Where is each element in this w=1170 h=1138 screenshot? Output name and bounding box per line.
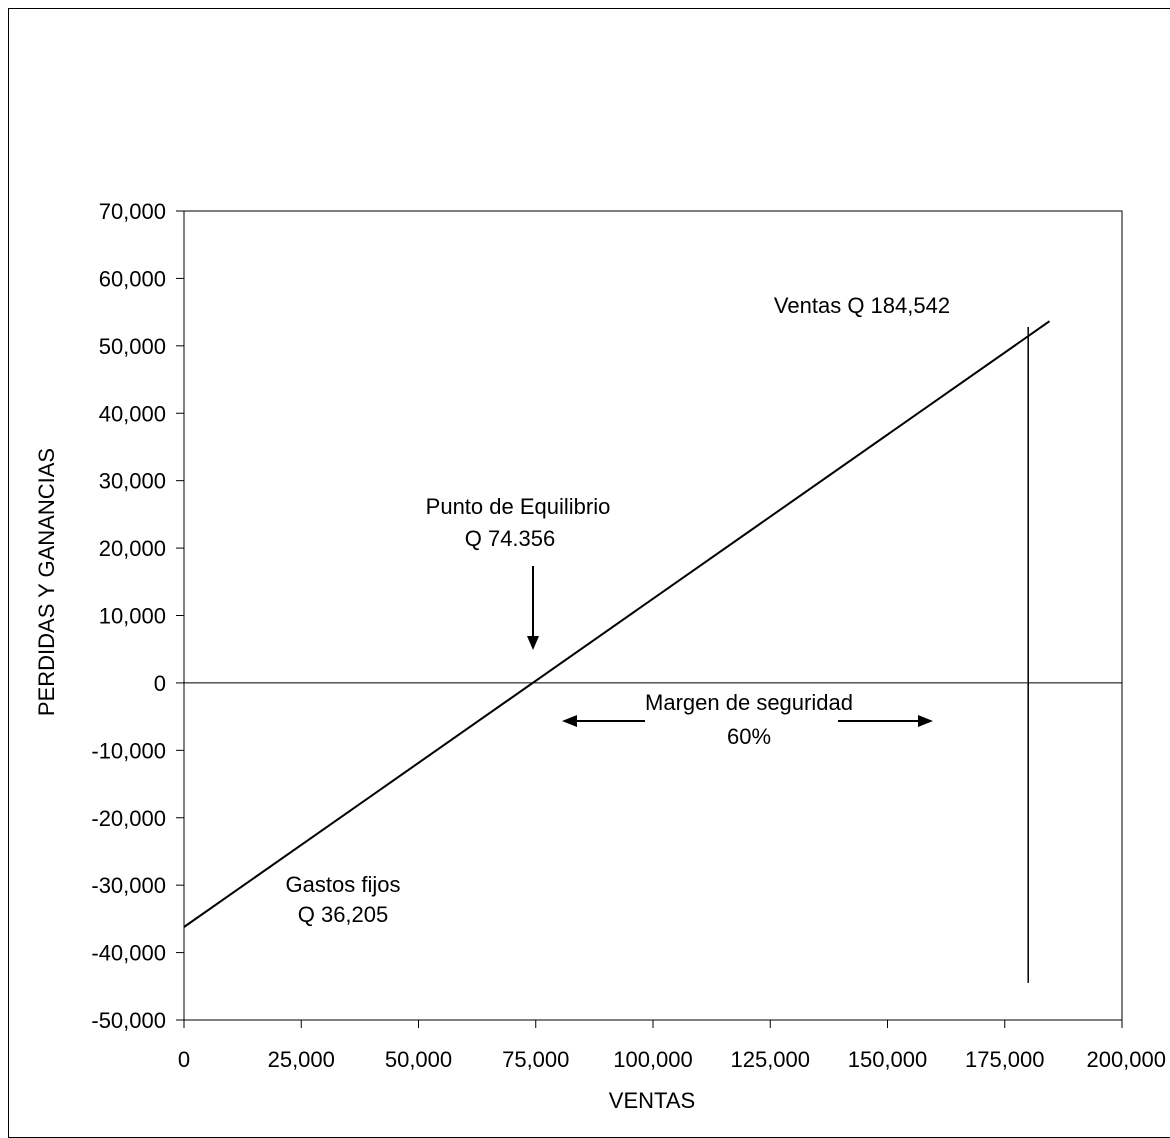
- margin-label: Margen de seguridad: [645, 690, 853, 715]
- sales-label: Ventas Q 184,542: [774, 293, 950, 318]
- fixed-costs-value-label: Q 36,205: [298, 902, 389, 927]
- y-tick-label: -50,000: [91, 1008, 166, 1033]
- y-tick-label: 40,000: [99, 401, 166, 426]
- profit-line: [183, 320, 1051, 928]
- margin-value-label: 60%: [727, 724, 771, 749]
- x-tick-label: 50,000: [385, 1047, 452, 1072]
- y-axis-title: PERDIDAS Y GANANCIAS: [34, 448, 59, 716]
- x-tick-label: 125,000: [730, 1047, 810, 1072]
- x-tick-label: 100,000: [613, 1047, 693, 1072]
- y-tick-label: -30,000: [91, 873, 166, 898]
- x-tick-label: 0: [178, 1047, 190, 1072]
- x-axis: 0 25,000 50,000 75,000 100,000 125,000 150,000…: [178, 1020, 1166, 1072]
- breakeven-label: Punto de Equilibrio: [426, 494, 611, 519]
- breakeven-arrow-head: [527, 636, 539, 650]
- x-tick-label: 200,000: [1086, 1047, 1166, 1072]
- x-tick-label: 25,000: [268, 1047, 335, 1072]
- y-tick-label: -10,000: [91, 738, 166, 763]
- y-tick-label: 70,000: [99, 199, 166, 224]
- x-tick-label: 175,000: [965, 1047, 1045, 1072]
- y-tick-label: 30,000: [99, 469, 166, 494]
- x-axis-title: VENTAS: [609, 1088, 695, 1113]
- margin-arrow-left-head: [562, 715, 577, 727]
- y-tick-label: -20,000: [91, 806, 166, 831]
- y-tick-label: 50,000: [99, 334, 166, 359]
- y-tick-label: 10,000: [99, 604, 166, 629]
- breakeven-value-label: Q 74.356: [465, 526, 556, 551]
- fixed-costs-label: Gastos fijos: [286, 872, 401, 897]
- y-tick-label: 60,000: [99, 266, 166, 291]
- x-tick-label: 150,000: [848, 1047, 928, 1072]
- plot-area: [183, 210, 1123, 1021]
- y-tick-label: -40,000: [91, 941, 166, 966]
- y-axis: 70,000 60,000 50,000 40,000 30,000 20,000 10,0…: [91, 199, 184, 1033]
- x-tick-label: 75,000: [502, 1047, 569, 1072]
- series-group: [183, 320, 1051, 928]
- y-tick-label: 0: [154, 671, 166, 696]
- y-tick-label: 20,000: [99, 536, 166, 561]
- margin-arrow-right-head: [918, 715, 933, 727]
